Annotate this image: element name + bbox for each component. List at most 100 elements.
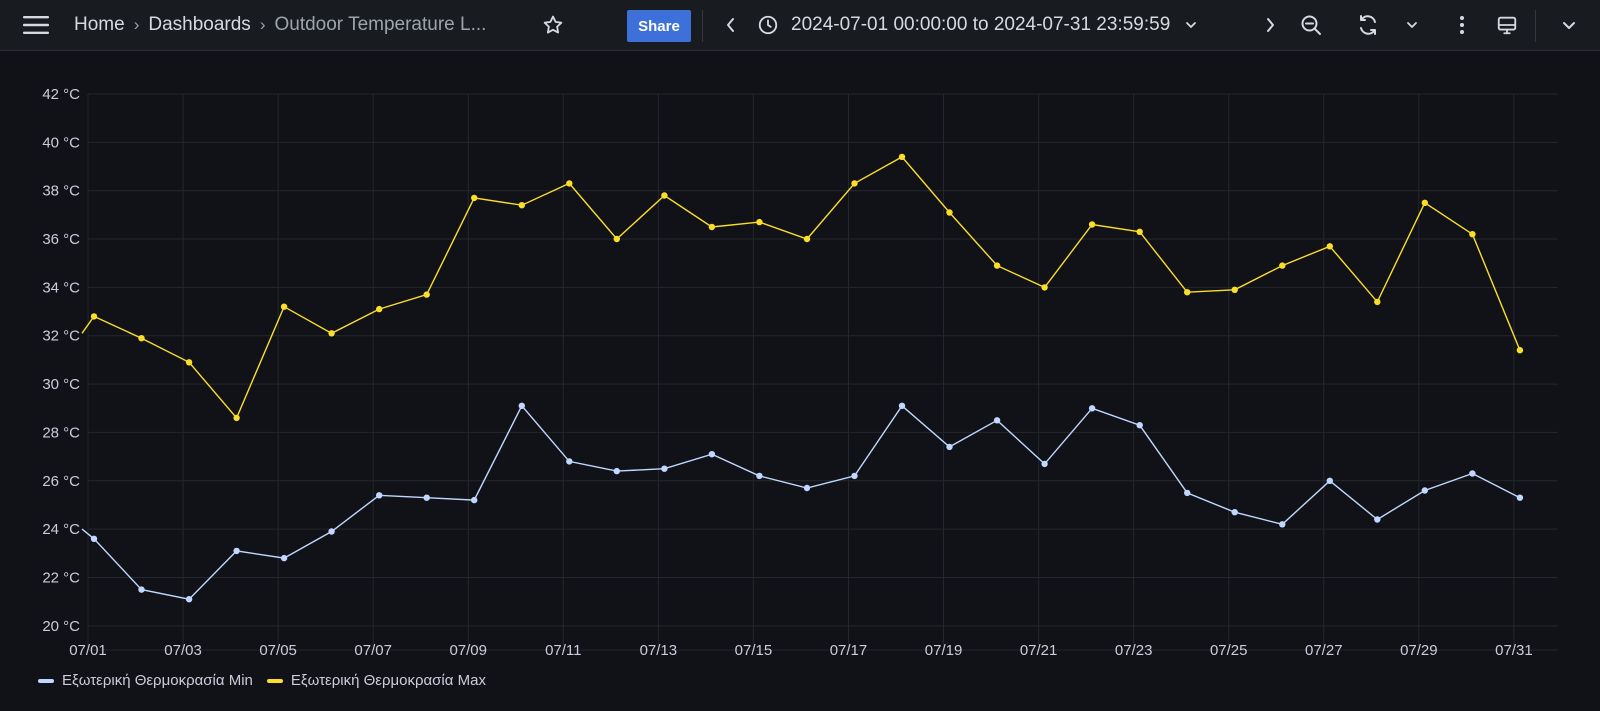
zoom-out-button[interactable] <box>1298 12 1324 38</box>
chart-legend: Εξωτερική Θερμοκρασία Min Εξωτερική Θερμ… <box>38 672 500 689</box>
time-range-picker[interactable]: 2024-07-01 00:00:00 to 2024-07-31 23:59:… <box>757 0 1198 50</box>
breadcrumb-separator: › <box>259 15 266 34</box>
data-point-max[interactable] <box>803 235 811 243</box>
collapse-header-button[interactable] <box>1558 14 1580 36</box>
data-point-min[interactable] <box>518 402 525 409</box>
legend-item-min[interactable]: Εξωτερική Θερμοκρασία Min <box>38 672 253 689</box>
legend-item-max[interactable]: Εξωτερική Θερμοκρασία Max <box>266 672 486 689</box>
data-point-max[interactable] <box>898 153 906 161</box>
data-point-max[interactable] <box>233 414 240 422</box>
data-point-min[interactable] <box>803 484 811 492</box>
data-point-min[interactable] <box>566 458 573 465</box>
x-tick-label: 07/29 <box>1400 642 1438 659</box>
data-point-min[interactable] <box>1516 494 1524 501</box>
data-point-min[interactable] <box>1279 521 1286 528</box>
time-range-back-button[interactable] <box>719 13 743 37</box>
data-point-min[interactable] <box>1136 422 1143 429</box>
data-point-max[interactable] <box>518 202 525 209</box>
data-point-max[interactable] <box>90 313 98 320</box>
kiosk-mode-button[interactable] <box>1494 12 1520 38</box>
data-point-min[interactable] <box>376 492 383 499</box>
toolbar-divider <box>1535 10 1536 42</box>
data-point-max[interactable] <box>1041 284 1048 291</box>
data-point-min[interactable] <box>138 586 145 593</box>
data-point-min[interactable] <box>471 496 478 504</box>
chart-grid <box>87 93 1558 651</box>
chart-panel: 42 °C 40 °C 38 °C 36 °C 34 °C 32 °C 30 °C 28 °C… <box>0 51 1600 711</box>
data-point-max[interactable] <box>566 180 573 187</box>
data-point-max[interactable] <box>1184 289 1191 296</box>
data-point-min[interactable] <box>946 443 953 451</box>
x-tick-label: 07/17 <box>830 642 868 659</box>
x-tick-label: 07/31 <box>1495 642 1533 659</box>
data-point-max[interactable] <box>851 180 858 187</box>
top-navigation-bar: Home › Dashboards › Outdoor Temperature … <box>0 0 1600 51</box>
data-point-max[interactable] <box>661 192 668 199</box>
data-point-min[interactable] <box>280 554 288 562</box>
kiosk-icon <box>1497 16 1517 35</box>
breadcrumb-dashboards[interactable]: Dashboards <box>148 14 251 35</box>
star-icon <box>543 15 563 34</box>
data-point-max[interactable] <box>1516 347 1524 354</box>
data-point-min[interactable] <box>90 535 98 542</box>
y-tick-label: 34 °C <box>42 279 80 296</box>
data-point-min[interactable] <box>993 417 1001 424</box>
data-point-max[interactable] <box>471 194 478 202</box>
y-tick-label: 36 °C <box>42 231 80 248</box>
data-point-max[interactable] <box>1279 262 1286 269</box>
data-point-min[interactable] <box>1184 489 1191 497</box>
share-button[interactable]: Share <box>627 10 691 42</box>
legend-swatch-max <box>266 678 283 683</box>
data-point-min[interactable] <box>1088 405 1096 412</box>
data-point-max[interactable] <box>613 235 620 243</box>
x-tick-label: 07/23 <box>1115 642 1153 659</box>
data-point-max[interactable] <box>1136 228 1143 235</box>
data-point-min[interactable] <box>233 547 240 555</box>
data-point-min[interactable] <box>1326 477 1334 484</box>
legend-swatch-min <box>38 678 54 683</box>
data-point-min[interactable] <box>661 465 668 472</box>
data-point-max[interactable] <box>185 359 193 366</box>
data-point-max[interactable] <box>756 218 763 226</box>
data-point-min[interactable] <box>1421 487 1429 494</box>
refresh-interval-dropdown[interactable] <box>1402 15 1422 35</box>
data-point-min[interactable] <box>613 467 620 475</box>
data-point-max[interactable] <box>328 330 335 337</box>
toolbar-divider <box>702 10 703 42</box>
breadcrumb-home[interactable]: Home <box>74 14 125 35</box>
chevron-left-icon <box>727 18 734 32</box>
data-point-max[interactable] <box>138 335 145 342</box>
data-point-max[interactable] <box>280 303 288 310</box>
y-tick-label: 20 °C <box>42 618 80 635</box>
y-tick-label: 22 °C <box>42 569 80 586</box>
data-point-max[interactable] <box>993 262 1001 269</box>
data-point-min[interactable] <box>898 402 906 409</box>
data-point-min[interactable] <box>756 472 763 480</box>
menu-button[interactable] <box>22 13 50 37</box>
data-point-max[interactable] <box>376 305 383 313</box>
data-point-min[interactable] <box>185 596 193 603</box>
data-point-max[interactable] <box>423 291 430 298</box>
data-point-min[interactable] <box>1374 516 1381 523</box>
data-point-max[interactable] <box>1326 243 1334 250</box>
data-point-min[interactable] <box>1231 509 1238 516</box>
breadcrumb-current-dashboard: Outdoor Temperature L... <box>274 14 487 35</box>
data-point-min[interactable] <box>708 451 716 458</box>
data-point-max[interactable] <box>1469 231 1476 238</box>
star-button[interactable] <box>541 13 565 37</box>
refresh-button[interactable] <box>1355 12 1381 38</box>
data-point-max[interactable] <box>708 223 716 231</box>
data-point-min[interactable] <box>423 494 430 501</box>
data-point-max[interactable] <box>946 209 953 216</box>
data-point-max[interactable] <box>1088 221 1096 228</box>
data-point-min[interactable] <box>328 528 335 535</box>
data-point-min[interactable] <box>1041 460 1048 468</box>
data-point-max[interactable] <box>1231 286 1238 293</box>
line-chart[interactable]: 42 °C 40 °C 38 °C 36 °C 34 °C 32 °C 30 °C 28 °C… <box>0 51 1600 671</box>
data-point-min[interactable] <box>851 472 858 480</box>
time-range-forward-button[interactable] <box>1258 13 1282 37</box>
more-options-button[interactable] <box>1450 13 1474 37</box>
data-point-max[interactable] <box>1374 298 1381 306</box>
data-point-max[interactable] <box>1421 199 1429 206</box>
data-point-min[interactable] <box>1469 470 1476 477</box>
